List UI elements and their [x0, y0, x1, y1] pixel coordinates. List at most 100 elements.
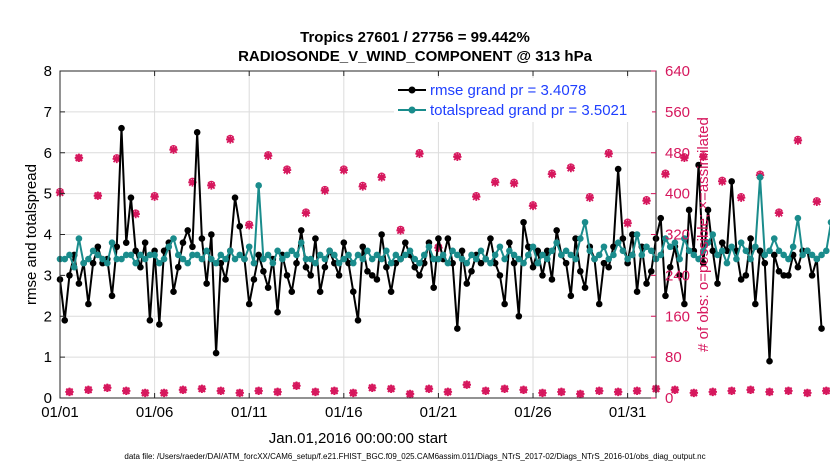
totalspread-point — [685, 247, 693, 255]
y-right-tick-label: 560 — [665, 104, 690, 121]
obs-assimilated-marker — [613, 387, 623, 397]
totalspread-point — [146, 251, 154, 259]
rmse-point — [775, 267, 783, 275]
y-right-tick-label: 320 — [665, 227, 690, 244]
obs-assimilated-marker — [557, 387, 566, 397]
y-tick-label: 6 — [44, 145, 52, 162]
rmse-point — [416, 272, 423, 279]
obs-assimilated-marker — [528, 201, 538, 211]
obs-assimilated-marker — [822, 386, 830, 396]
rmse-point — [695, 161, 702, 169]
totalspread-point — [70, 263, 78, 271]
rmse-point — [170, 288, 177, 296]
totalspread-point — [406, 247, 414, 255]
rmse-point — [520, 218, 527, 226]
y-tick-label: 7 — [44, 104, 52, 121]
totalspread-point — [222, 255, 229, 263]
rmse-point — [94, 243, 102, 251]
x-tick-label: 01/11 — [231, 404, 267, 421]
y-axis-left: 0 1 2 3 4 5 6 7 8 — [44, 63, 65, 407]
rmse-point — [468, 267, 475, 275]
rmse-point — [113, 243, 121, 251]
obs-assimilated-marker — [103, 383, 112, 392]
totalspread-point — [586, 247, 594, 255]
y-tick-label: 8 — [44, 63, 52, 80]
totalspread-point — [170, 235, 177, 242]
rmse-point — [633, 288, 641, 296]
obs-assimilated-marker — [453, 152, 462, 162]
obs-assimilated-marker — [320, 186, 330, 195]
rmse-point — [212, 349, 220, 357]
rmse-point — [501, 300, 508, 308]
totalspread-point — [184, 259, 192, 267]
totalspread-point — [160, 255, 168, 263]
obs-assimilated-marker — [727, 386, 736, 396]
rmse-point — [515, 312, 523, 320]
obs-assimilated-marker — [405, 389, 415, 399]
totalspread-point — [520, 259, 527, 267]
obs-assimilated-marker — [358, 182, 367, 191]
totalspread-point — [709, 231, 717, 238]
rmse-point — [605, 263, 612, 271]
rmse-point — [411, 263, 419, 271]
totalspread-point — [591, 255, 598, 263]
rmse-point — [449, 259, 456, 267]
totalspread-point — [780, 251, 788, 259]
rmse-point — [208, 231, 215, 238]
rmse-point — [681, 300, 688, 308]
totalspread-point — [288, 247, 296, 255]
totalspread-point — [472, 255, 480, 263]
rmse-point — [127, 194, 135, 202]
rmse-point — [288, 288, 296, 296]
totalspread-point — [775, 247, 783, 255]
totalspread-point — [827, 219, 830, 226]
totalspread-point — [387, 259, 395, 267]
obs-assimilated-marker — [803, 388, 812, 398]
totalspread-point — [756, 173, 764, 181]
rmse-point — [293, 259, 300, 267]
totalspread-point — [326, 247, 333, 255]
rmse-point — [302, 263, 310, 271]
obs-assimilated-marker — [150, 192, 159, 201]
obs-assimilated-marker — [576, 389, 585, 399]
totalspread-point — [141, 255, 149, 263]
totalspread-point — [241, 255, 248, 263]
totalspread-point — [789, 243, 797, 251]
totalspread-point — [165, 243, 173, 251]
y-right-tick-label: 640 — [665, 63, 690, 80]
y-axis-right: 0 80 160 240 320 400 480 560 640 — [651, 63, 690, 407]
totalspread-point — [373, 251, 381, 259]
obs-assimilated-marker — [263, 151, 273, 161]
obs-assimilated-marker — [396, 226, 405, 235]
rmse-point — [250, 276, 258, 283]
rmse-point — [383, 263, 390, 271]
totalspread-point — [61, 255, 69, 263]
totalspread-point — [799, 251, 806, 259]
totalspread-point — [411, 255, 419, 263]
rmse-point — [378, 231, 385, 238]
totalspread-point — [704, 239, 712, 246]
totalspread-point — [75, 235, 83, 242]
totalspread-point — [558, 251, 565, 259]
rmse-point — [132, 247, 139, 255]
totalspread-point — [468, 251, 475, 259]
obs-assimilated-marker — [301, 208, 311, 218]
rmse-point — [245, 300, 253, 308]
rmse-point — [217, 259, 225, 267]
rmse-point — [506, 239, 513, 246]
rmse-point — [553, 227, 560, 234]
totalspread-point — [283, 251, 291, 259]
totalspread-point — [279, 255, 286, 263]
rmse-point — [723, 247, 731, 255]
rmse-point — [345, 259, 352, 267]
rmse-point — [146, 317, 154, 324]
obs-assimilated-marker — [226, 135, 235, 144]
rmse-point — [236, 223, 244, 230]
obs-assimilated-marker — [245, 221, 254, 230]
rmse-point — [297, 227, 305, 234]
totalspread-point — [383, 247, 390, 255]
rmse-point — [316, 288, 324, 296]
totalspread-point — [629, 251, 636, 259]
rmse-point — [752, 300, 759, 308]
obs-assimilated-marker — [367, 383, 377, 392]
